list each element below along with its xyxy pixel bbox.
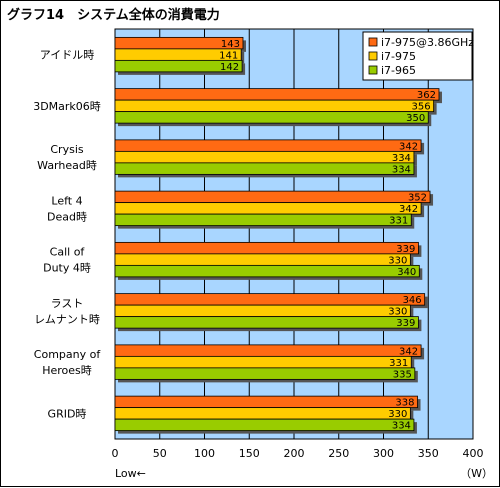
value-label: 335 — [393, 369, 412, 380]
value-label: 142 — [220, 62, 239, 73]
x-tick-label: 300 — [373, 447, 394, 460]
bar — [114, 367, 416, 380]
value-label: 331 — [389, 216, 408, 227]
value-label: 356 — [412, 102, 431, 113]
legend-label: i7-975@3.86GHz — [381, 36, 474, 49]
bar — [114, 395, 418, 409]
value-label: 346 — [403, 295, 422, 306]
bar — [114, 213, 412, 227]
labels: 143141142アイドル時3623563503DMark06時34233433… — [33, 39, 493, 480]
bar — [114, 293, 426, 306]
bar — [114, 407, 411, 420]
bar — [114, 99, 435, 113]
category-label: Crysis — [50, 143, 84, 156]
bar — [114, 150, 415, 164]
x-axis-note: Low← — [115, 467, 146, 480]
value-label: 342 — [399, 204, 418, 215]
bar — [114, 316, 419, 329]
category-label: GRID時 — [48, 407, 87, 420]
category-label: Dead時 — [47, 210, 87, 223]
legend-label: i7-965 — [381, 64, 416, 77]
value-label: 334 — [392, 421, 411, 432]
value-label: 339 — [396, 244, 415, 255]
category-label: Warhead時 — [37, 159, 97, 172]
category-label: ラスト — [51, 297, 84, 310]
x-tick-label: 250 — [328, 447, 349, 460]
bar — [114, 264, 420, 278]
bar — [114, 304, 411, 318]
category-label: Call of — [50, 246, 86, 259]
bar — [114, 253, 411, 266]
bars — [114, 36, 442, 434]
x-tick-label: 350 — [418, 447, 439, 460]
category-label: Duty 4時 — [43, 262, 91, 275]
bar — [114, 344, 422, 357]
x-axis-unit: （W） — [460, 467, 493, 480]
x-tick-label: 400 — [463, 447, 484, 460]
bar — [114, 111, 429, 124]
value-label: 340 — [397, 267, 416, 278]
value-label: 352 — [408, 193, 427, 204]
value-label: 330 — [388, 255, 407, 266]
value-label: 339 — [396, 318, 415, 329]
bar — [114, 241, 419, 255]
category-label: アイドル時 — [40, 49, 94, 62]
bar — [114, 59, 243, 73]
bar — [114, 202, 422, 215]
legend-swatch — [368, 51, 378, 61]
legend-label: i7-975 — [381, 50, 416, 63]
chart-title: グラフ14 システム全体の消費電力 — [7, 7, 220, 23]
category-label: レムナント時 — [34, 313, 100, 326]
value-label: 331 — [389, 358, 408, 369]
bar — [114, 139, 422, 152]
value-label: 334 — [392, 153, 411, 164]
bar — [114, 355, 412, 369]
value-label: 143 — [221, 39, 240, 50]
category-label: Heroes時 — [42, 364, 92, 377]
category-label: 3DMark06時 — [33, 100, 101, 113]
x-tick-label: 150 — [239, 447, 260, 460]
bar — [114, 418, 415, 432]
x-tick-label: 200 — [284, 447, 305, 460]
value-label: 342 — [399, 346, 418, 357]
value-label: 141 — [219, 50, 238, 61]
x-tick-label: 0 — [112, 447, 119, 460]
x-tick-label: 50 — [153, 447, 167, 460]
legend-swatch — [368, 37, 378, 47]
value-label: 334 — [392, 164, 411, 175]
value-label: 350 — [406, 113, 425, 124]
value-label: 330 — [388, 409, 407, 420]
bar — [114, 88, 440, 101]
category-label: Company of — [34, 348, 102, 361]
legend-swatch — [368, 65, 378, 75]
value-label: 330 — [388, 307, 407, 318]
value-label: 362 — [417, 90, 436, 101]
x-tick-label: 100 — [194, 447, 215, 460]
legend-box — [362, 31, 473, 81]
category-label: Left 4 — [51, 194, 82, 207]
bar — [114, 190, 431, 204]
value-label: 338 — [395, 398, 414, 409]
value-label: 342 — [399, 141, 418, 152]
bar — [114, 162, 415, 175]
